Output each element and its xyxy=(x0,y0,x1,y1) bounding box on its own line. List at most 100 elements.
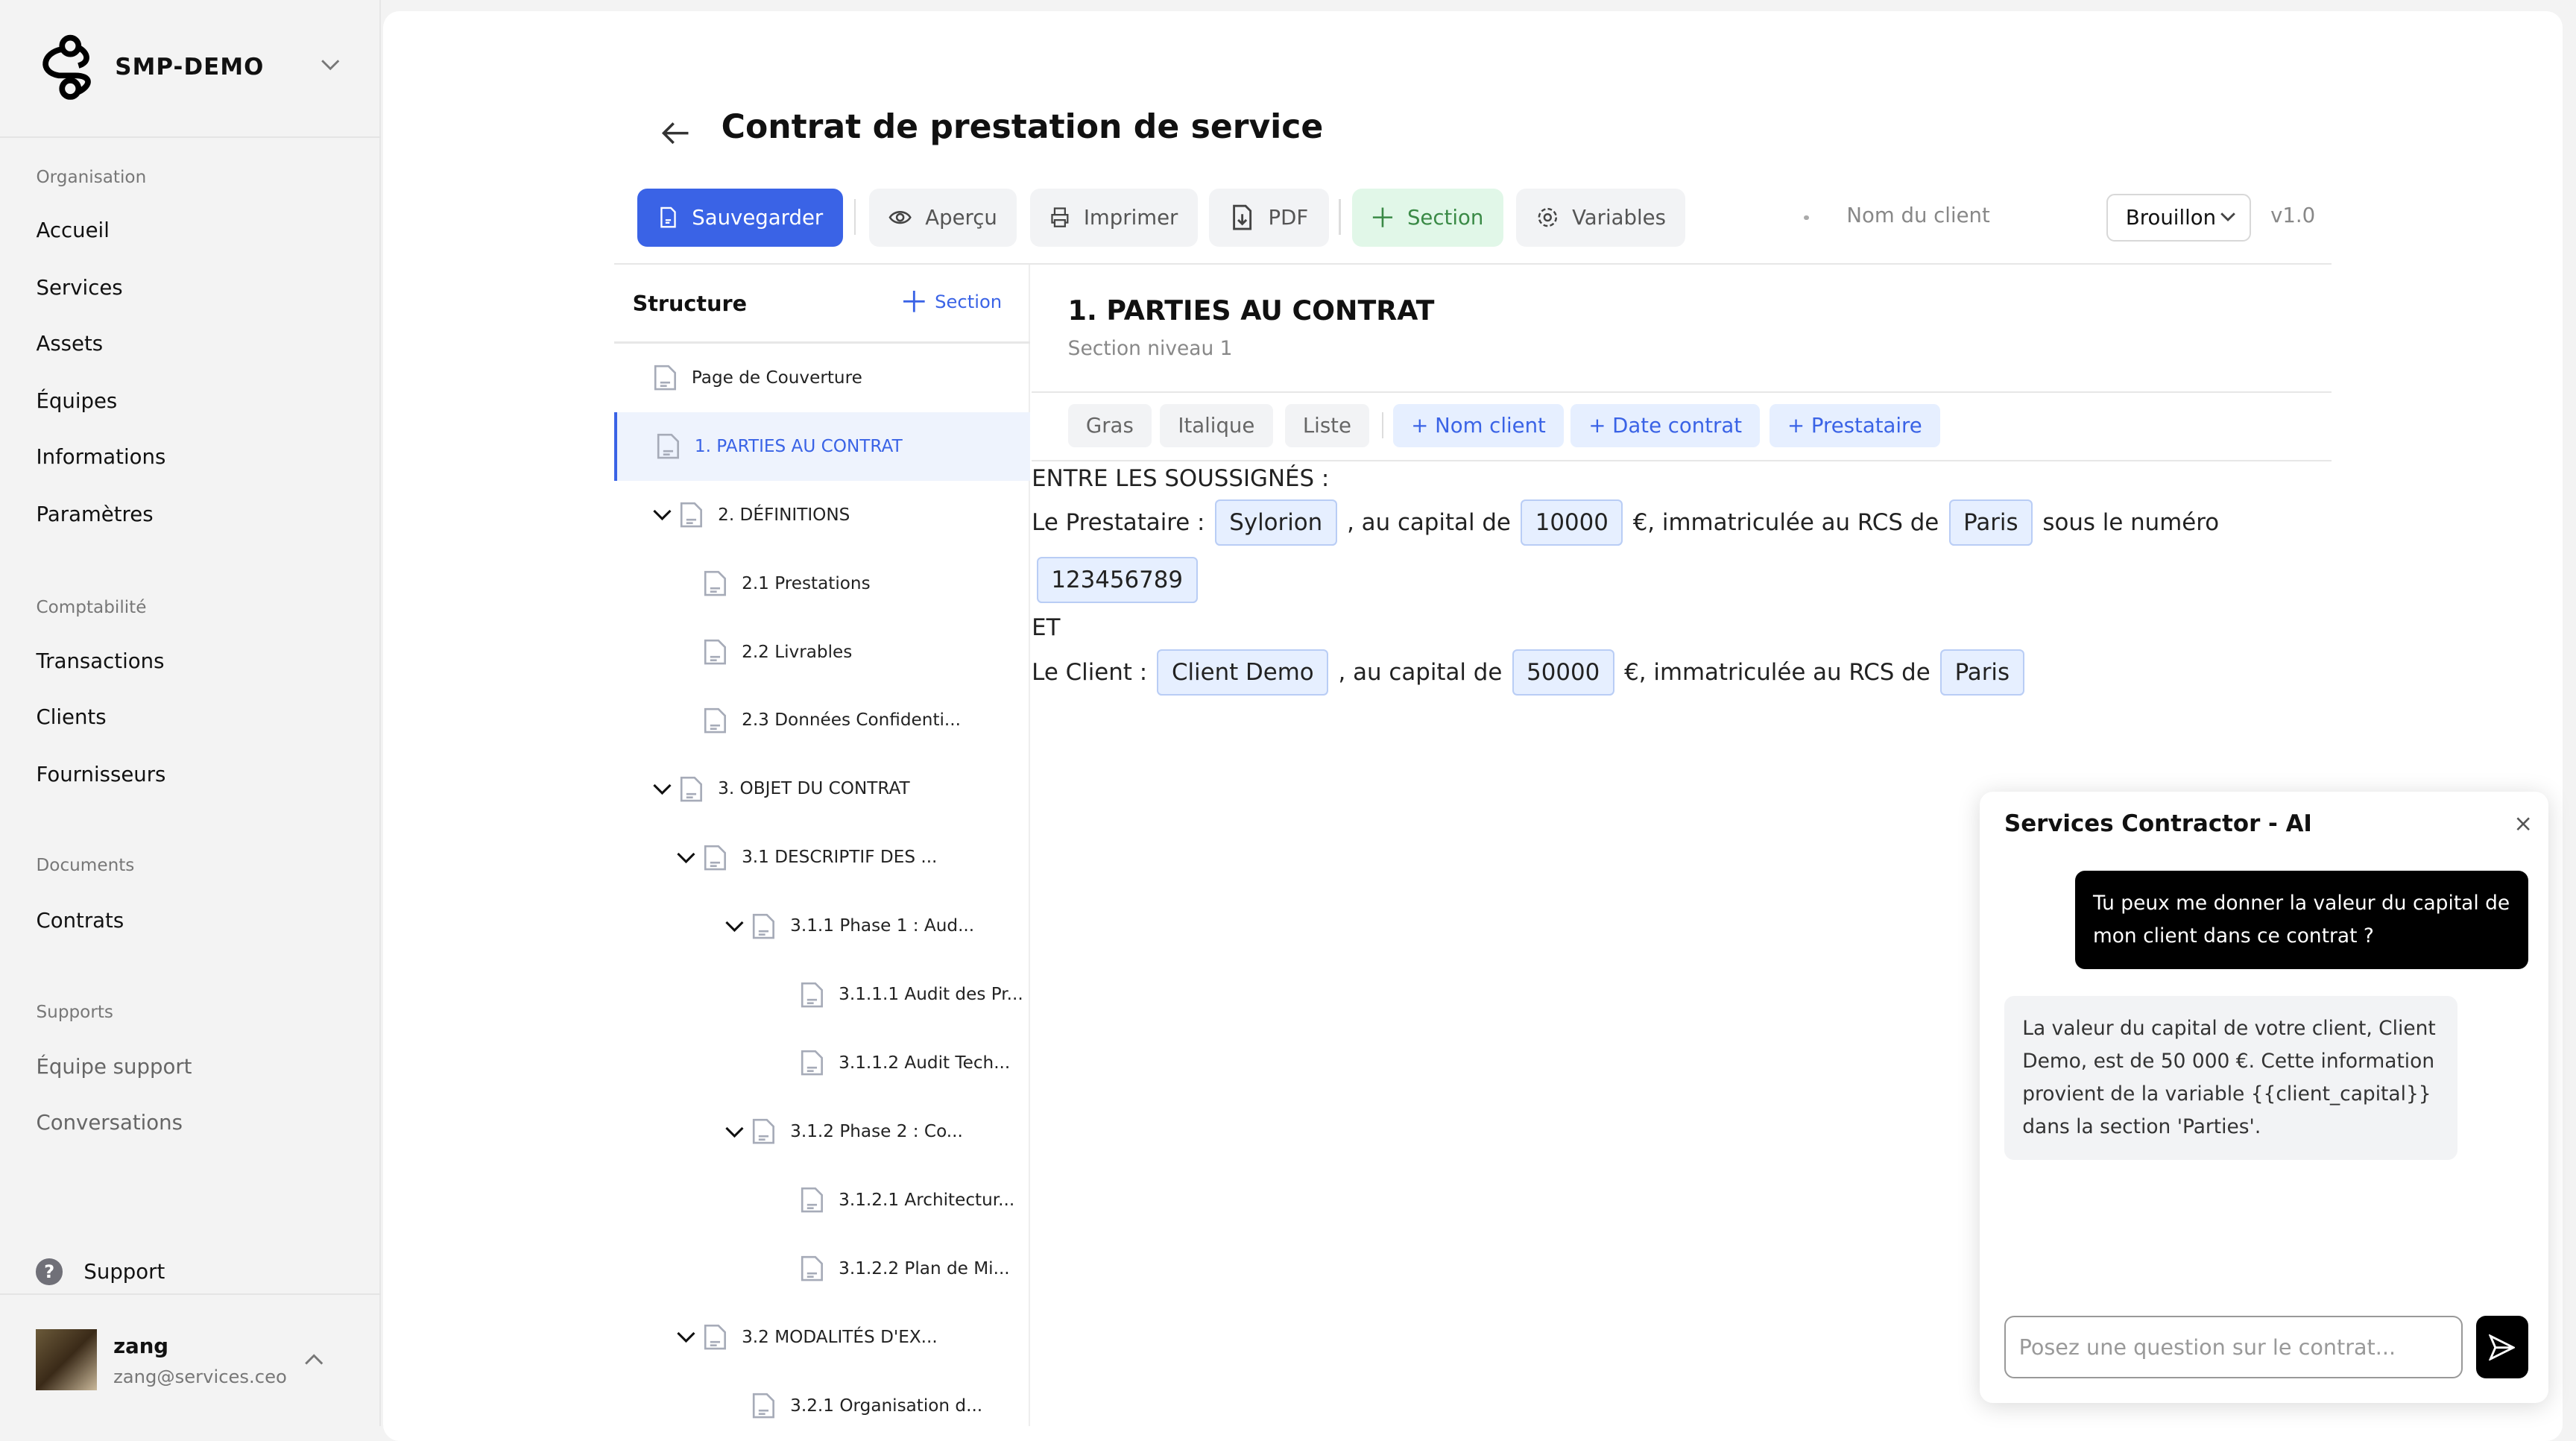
chevron-down-icon[interactable] xyxy=(723,1120,746,1144)
tree-item[interactable]: 3.1.2.2 Plan de Mi... xyxy=(614,1234,1030,1303)
variable-chip[interactable]: 10000 xyxy=(1521,499,1623,546)
status-select[interactable]: Brouillon xyxy=(2106,194,2251,242)
tree-item[interactable]: 3.1.1 Phase 1 : Aud... xyxy=(614,892,1030,961)
tree-item-label: 3.1.2.1 Architectur... xyxy=(839,1190,1015,1210)
sidebar-item-transactions[interactable]: Transactions xyxy=(36,649,165,673)
group-label: Organisation xyxy=(36,167,147,187)
variable-chip[interactable]: Paris xyxy=(1948,499,2033,546)
sidebar-item-fournisseurs[interactable]: Fournisseurs xyxy=(36,762,166,786)
tree-item[interactable]: 3.1.2 Phase 2 : Co... xyxy=(614,1097,1030,1167)
chevron-down-icon[interactable] xyxy=(651,503,674,526)
list-button[interactable]: Liste xyxy=(1284,404,1370,447)
sidebar-item-informations[interactable]: Informations xyxy=(36,445,166,470)
sidebar-item-accueil[interactable]: Accueil xyxy=(36,218,110,243)
document-icon xyxy=(704,707,727,734)
send-button[interactable] xyxy=(2475,1316,2529,1379)
sidebar-item-conversations[interactable]: Conversations xyxy=(36,1110,183,1135)
tree-item-label: 3.1.1.2 Audit Tech... xyxy=(839,1053,1011,1073)
insert-client-name-button[interactable]: + Nom client xyxy=(1393,404,1565,447)
add-section-label: Section xyxy=(935,291,1003,313)
tree-item[interactable]: 2.3 Données Confidenti... xyxy=(614,686,1030,755)
sidebar-item-parametres[interactable]: Paramètres xyxy=(36,502,154,527)
chevron-down-icon[interactable] xyxy=(675,846,698,869)
tree-item-label: 3.1.2 Phase 2 : Co... xyxy=(790,1121,963,1141)
close-icon[interactable]: × xyxy=(2513,810,2534,837)
bold-button[interactable]: Gras xyxy=(1067,404,1152,447)
support-link[interactable]: ? Support xyxy=(36,1258,165,1285)
org-switcher[interactable]: SMP-DEMO xyxy=(36,33,264,102)
chevron-up-icon[interactable] xyxy=(304,1352,323,1366)
support-label: Support xyxy=(83,1259,165,1284)
structure-panel: Structure Section Page de Couverture 1. P… xyxy=(614,264,1030,1427)
section-subtitle: Section niveau 1 xyxy=(1067,336,1233,360)
variable-chip[interactable]: 50000 xyxy=(1512,649,1614,696)
add-section-button[interactable]: Section xyxy=(1351,189,1503,247)
pdf-button[interactable]: PDF xyxy=(1209,189,1330,247)
print-button[interactable]: Imprimer xyxy=(1029,189,1198,247)
document-icon xyxy=(801,1188,824,1213)
eye-icon xyxy=(888,211,912,224)
tree-item[interactable]: 3.2.1 Organisation d... xyxy=(614,1371,1030,1440)
text: Le Prestataire : xyxy=(1032,509,1205,537)
sidebar-item-services[interactable]: Services xyxy=(36,276,123,300)
chevron-down-icon[interactable] xyxy=(723,915,746,938)
tree-item[interactable]: 3.2 MODALITÉS D'EX... xyxy=(614,1302,1030,1372)
tree-item[interactable]: 2. DÉFINITIONS xyxy=(614,480,1030,549)
variable-chip[interactable]: Client Demo xyxy=(1157,649,1329,696)
tree-item-label: 3.2.1 Organisation d... xyxy=(790,1396,983,1416)
back-arrow-icon[interactable] xyxy=(660,120,690,146)
tree-item-label: 3.1 DESCRIPTIF DES ... xyxy=(742,848,938,868)
sidebar-item-equipes[interactable]: Équipes xyxy=(36,389,118,414)
sidebar-item-equipe-support[interactable]: Équipe support xyxy=(36,1055,192,1079)
chevron-down-icon[interactable] xyxy=(321,59,340,72)
section-label: Section xyxy=(1407,206,1484,230)
tree-item[interactable]: 2.1 Prestations xyxy=(614,549,1030,618)
variable-chip[interactable]: Sylorion xyxy=(1214,499,1337,546)
chat-input[interactable]: Posez une question sur le contrat... xyxy=(2004,1316,2463,1379)
avatar xyxy=(36,1329,98,1390)
section-heading: 1. PARTIES AU CONTRAT xyxy=(1067,294,1435,327)
chevron-down-icon[interactable] xyxy=(675,1325,698,1349)
text: , au capital de xyxy=(1338,658,1503,686)
tree-item[interactable]: 3. OBJET DU CONTRAT xyxy=(614,754,1030,824)
preview-button[interactable]: Aperçu xyxy=(868,189,1017,247)
add-section-link[interactable]: Section xyxy=(903,291,1002,312)
variable-chip[interactable]: Paris xyxy=(1939,649,2024,696)
status-value: Brouillon xyxy=(2125,206,2217,230)
sidebar-item-clients[interactable]: Clients xyxy=(36,704,107,729)
tree-item[interactable]: 2.2 Livrables xyxy=(614,617,1030,687)
sidebar-item-contrats[interactable]: Contrats xyxy=(36,908,124,933)
tree-item-label: 3.1.1 Phase 1 : Aud... xyxy=(790,916,975,936)
tree-item[interactable]: 3.1.2.1 Architectur... xyxy=(614,1166,1030,1235)
text: €, immatriculée au RCS de xyxy=(1632,509,1939,537)
logo-icon xyxy=(42,34,92,100)
chevron-down-icon[interactable] xyxy=(651,778,674,801)
sidebar-item-assets[interactable]: Assets xyxy=(36,332,104,356)
insert-provider-button[interactable]: + Prestataire xyxy=(1769,404,1940,447)
tree-item[interactable]: 1. PARTIES AU CONTRAT xyxy=(614,412,1030,482)
variable-chip[interactable]: 123456789 xyxy=(1036,557,1198,604)
italic-button[interactable]: Italique xyxy=(1160,404,1273,447)
document-icon xyxy=(654,365,677,391)
document-icon xyxy=(801,982,824,1007)
chat-title: Services Contractor - AI xyxy=(2004,810,2312,837)
tree-item[interactable]: 3.1 DESCRIPTIF DES ... xyxy=(614,823,1030,892)
document-icon xyxy=(657,434,680,459)
dot-icon xyxy=(1804,215,1809,221)
tree-item[interactable]: Page de Couverture xyxy=(614,344,1030,413)
client-name-input[interactable]: Nom du client xyxy=(1846,204,1990,228)
provider-line: Le Prestataire : Sylorion , au capital d… xyxy=(1032,499,2219,546)
sidebar: SMP-DEMO Organisation Accueil Services A… xyxy=(0,0,382,1427)
tree-item-label: 3. OBJET DU CONTRAT xyxy=(718,779,910,799)
preview-label: Aperçu xyxy=(925,206,997,230)
save-button[interactable]: Sauvegarder xyxy=(637,189,843,247)
text: €, immatriculée au RCS de xyxy=(1624,658,1931,686)
insert-contract-date-button[interactable]: + Date contrat xyxy=(1570,404,1761,447)
tree-item[interactable]: 3.1.1.1 Audit des Pr... xyxy=(614,960,1030,1029)
tree-item[interactable]: 3.1.1.2 Audit Tech... xyxy=(614,1029,1030,1098)
gear-icon xyxy=(1538,208,1557,227)
document-icon xyxy=(753,913,775,939)
tree-item-label: Page de Couverture xyxy=(691,368,862,388)
variables-button[interactable]: Variables xyxy=(1516,189,1686,247)
document-icon xyxy=(704,1324,727,1350)
